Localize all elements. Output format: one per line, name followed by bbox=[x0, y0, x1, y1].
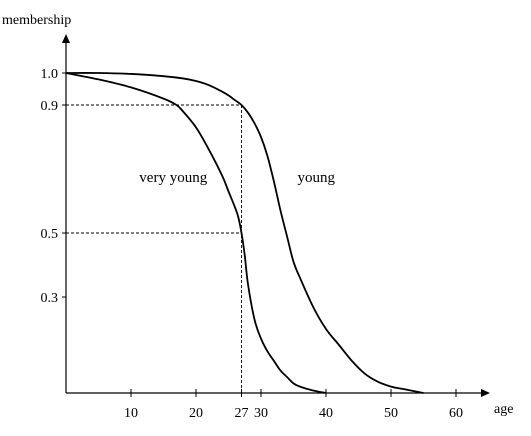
x-tick-label: 40 bbox=[319, 406, 333, 421]
curve-label-young: young bbox=[298, 170, 336, 186]
x-tick-label: 27 bbox=[235, 406, 249, 421]
ticks: 10 20 27 30 40 50 60 0.3 0.5 0.9 1.0 bbox=[41, 67, 464, 421]
reference-lines bbox=[66, 104, 242, 393]
curves bbox=[65, 72, 424, 394]
axes bbox=[62, 34, 490, 397]
x-tick-label: 10 bbox=[124, 406, 138, 421]
y-axis-title: membership bbox=[2, 13, 71, 28]
x-tick-label: 60 bbox=[449, 406, 463, 421]
series-line-very-young bbox=[65, 72, 327, 394]
x-axis-title: age bbox=[494, 402, 513, 417]
x-axis-arrow bbox=[481, 389, 490, 397]
y-tick-label: 0.3 bbox=[41, 291, 59, 306]
x-tick-label: 50 bbox=[384, 406, 398, 421]
labels: membership age very young young bbox=[2, 13, 513, 417]
x-tick-label: 30 bbox=[254, 406, 268, 421]
y-tick-label: 0.5 bbox=[41, 227, 59, 242]
x-tick-label: 20 bbox=[189, 406, 203, 421]
y-tick-label: 0.9 bbox=[41, 99, 59, 114]
curve-label-very-young: very young bbox=[139, 170, 207, 186]
y-tick-label: 1.0 bbox=[41, 67, 59, 82]
series-line-young bbox=[65, 72, 424, 394]
y-axis-arrow bbox=[62, 34, 70, 43]
